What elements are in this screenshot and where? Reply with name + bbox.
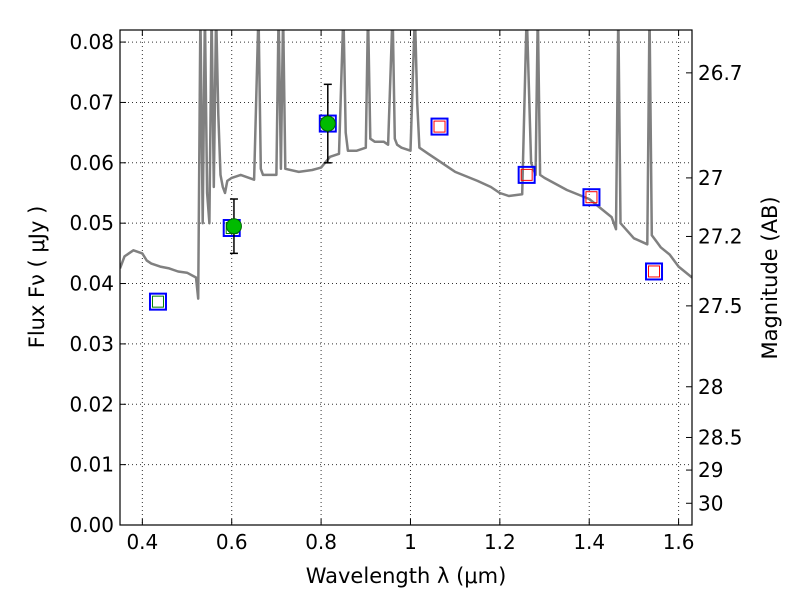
plot-area	[120, 30, 692, 311]
y-tick-label: 0.00	[69, 513, 114, 537]
x-tick-label: 1.4	[573, 530, 605, 554]
model-photometry-marker	[517, 165, 536, 184]
y-axis-right-label: Magnitude (AB)	[758, 196, 782, 359]
observed-photometry-marker	[151, 295, 164, 308]
y-right-tick-label: 27.2	[698, 224, 743, 248]
model-photometry-marker	[645, 262, 664, 281]
y-right-tick-label: 30	[698, 491, 723, 515]
model-photometry-marker	[148, 292, 167, 311]
y-right-tick-label: 26.7	[698, 61, 743, 85]
plot-frame	[119, 29, 693, 526]
x-tick-label: 1	[404, 530, 417, 554]
model-photometry-marker	[582, 188, 601, 207]
y-right-tick-label: 28.5	[698, 425, 743, 449]
y-tick-label: 0.03	[69, 332, 114, 356]
observed-photometry-marker	[433, 120, 446, 133]
y-right-tick-label: 29	[698, 458, 723, 482]
y-axis-label: Flux Fν ( μJy )	[25, 206, 49, 349]
y-tick-label: 0.02	[69, 392, 114, 416]
y-tick-label: 0.07	[69, 90, 114, 114]
x-tick-label: 0.4	[126, 530, 158, 554]
y-tick-label: 0.04	[69, 272, 114, 296]
y-tick-label: 0.05	[69, 211, 114, 235]
y-tick-label: 0.08	[69, 30, 114, 54]
y-tick-label: 0.06	[69, 151, 114, 175]
x-tick-label: 1.6	[663, 530, 695, 554]
observed-detection-point	[225, 218, 242, 235]
x-axis: 0.4 0.6 0.8 1 1.2 1.4 1.6	[126, 30, 695, 554]
observed-photometry-marker	[585, 191, 598, 204]
y-axis-right: 26.7 27 27.2 27.5 28 28.5 29 30	[686, 61, 743, 515]
x-axis-label: Wavelength λ (μm)	[306, 564, 507, 588]
observed-photometry-marker	[520, 168, 533, 181]
model-photometry-marker	[430, 117, 449, 136]
y-axis: 0.00 0.01 0.02 0.03 0.04 0.05 0.06 0.07 0.08	[69, 30, 126, 537]
x-tick-label: 1.2	[484, 530, 516, 554]
sed-model-line	[120, 30, 692, 300]
x-tick-label: 0.6	[216, 530, 248, 554]
y-tick-label: 0.01	[69, 453, 114, 477]
observed-detection-point	[319, 115, 336, 132]
observed-photometry-marker	[648, 265, 661, 278]
y-right-tick-label: 27	[698, 166, 723, 190]
y-right-tick-label: 27.5	[698, 294, 743, 318]
x-tick-label: 0.8	[305, 530, 337, 554]
y-right-tick-label: 28	[698, 375, 723, 399]
